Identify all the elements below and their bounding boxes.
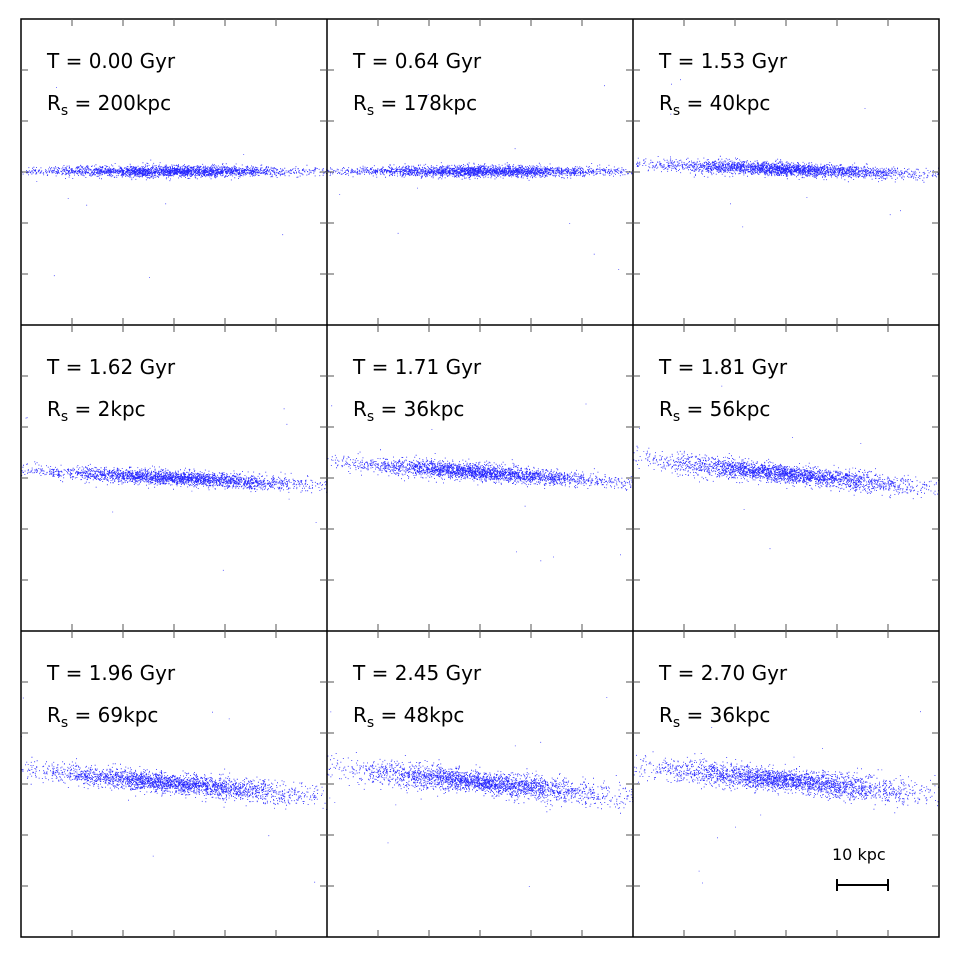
panel-6: T = 1.81 Gyr Rs = 56kpc bbox=[633, 325, 939, 631]
time-label: T = 1.71 Gyr bbox=[353, 355, 482, 379]
scale-bar bbox=[836, 879, 889, 891]
panel-2: T = 0.64 Gyr Rs = 178kpc bbox=[327, 19, 633, 325]
scale-bar-label: 10 kpc bbox=[832, 845, 886, 864]
time-label: T = 2.70 Gyr bbox=[659, 661, 788, 685]
galaxy-disk-2 bbox=[327, 85, 633, 270]
radius-symbol: R bbox=[659, 91, 673, 115]
radius-value: = 200kpc bbox=[68, 91, 172, 115]
time-label: T = 0.00 Gyr bbox=[47, 49, 176, 73]
radius-subscript: s bbox=[672, 409, 681, 425]
radius-value: = 2kpc bbox=[68, 397, 146, 421]
panel-3: T = 1.53 Gyr Rs = 40kpc bbox=[633, 19, 939, 325]
radius-value: = 40kpc bbox=[680, 91, 771, 115]
time-label: T = 1.62 Gyr bbox=[47, 355, 176, 379]
time-label: T = 0.64 Gyr bbox=[353, 49, 482, 73]
time-label: T = 1.81 Gyr bbox=[659, 355, 788, 379]
radius-subscript: s bbox=[366, 409, 375, 425]
radius-symbol: R bbox=[659, 703, 673, 727]
radius-label: Rs = 56kpc bbox=[659, 397, 771, 425]
radius-subscript: s bbox=[672, 715, 681, 731]
radius-label: Rs = 40kpc bbox=[659, 91, 771, 119]
radius-label: Rs = 69kpc bbox=[47, 703, 159, 731]
radius-symbol: R bbox=[353, 91, 367, 115]
radius-symbol: R bbox=[47, 703, 61, 727]
radius-value: = 36kpc bbox=[374, 397, 465, 421]
particle-clouds bbox=[21, 79, 939, 887]
panel-8: T = 2.45 Gyr Rs = 48kpc bbox=[327, 631, 633, 937]
radius-label: Rs = 36kpc bbox=[659, 703, 771, 731]
radius-symbol: R bbox=[353, 703, 367, 727]
radius-symbol: R bbox=[353, 397, 367, 421]
time-label: T = 1.96 Gyr bbox=[47, 661, 176, 685]
panel-5: T = 1.71 Gyr Rs = 36kpc bbox=[327, 325, 633, 631]
radius-subscript: s bbox=[60, 715, 69, 731]
radius-subscript: s bbox=[366, 103, 375, 119]
panel-7: T = 1.96 Gyr Rs = 69kpc bbox=[21, 631, 327, 937]
panel-1: T = 0.00 Gyr Rs = 200kpc bbox=[21, 19, 327, 325]
panel-9: T = 2.70 Gyr Rs = 36kpc bbox=[633, 631, 939, 937]
radius-label: Rs = 48kpc bbox=[353, 703, 465, 731]
radius-label: Rs = 178kpc bbox=[353, 91, 478, 119]
time-label: T = 2.45 Gyr bbox=[353, 661, 482, 685]
panel-4: T = 1.62 Gyr Rs = 2kpc bbox=[21, 325, 327, 631]
radius-value: = 178kpc bbox=[374, 91, 478, 115]
radius-subscript: s bbox=[366, 715, 375, 731]
radius-subscript: s bbox=[60, 409, 69, 425]
radius-subscript: s bbox=[60, 103, 69, 119]
particles bbox=[327, 85, 633, 270]
radius-symbol: R bbox=[47, 91, 61, 115]
radius-label: Rs = 200kpc bbox=[47, 91, 172, 119]
radius-symbol: R bbox=[47, 397, 61, 421]
radius-symbol: R bbox=[659, 397, 673, 421]
radius-value: = 69kpc bbox=[68, 703, 159, 727]
radius-subscript: s bbox=[672, 103, 681, 119]
radius-value: = 36kpc bbox=[680, 703, 771, 727]
axis-ticks bbox=[21, 19, 939, 937]
radius-label: Rs = 2kpc bbox=[47, 397, 146, 425]
time-label: T = 1.53 Gyr bbox=[659, 49, 788, 73]
radius-value: = 48kpc bbox=[374, 703, 465, 727]
radius-label: Rs = 36kpc bbox=[353, 397, 465, 425]
radius-value: = 56kpc bbox=[680, 397, 771, 421]
